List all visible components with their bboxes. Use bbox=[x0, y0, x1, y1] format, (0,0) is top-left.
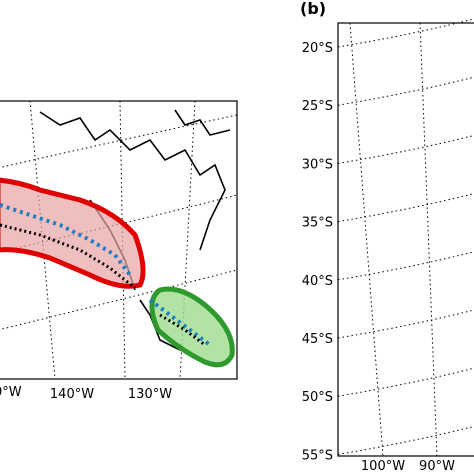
lon-label: 90°W bbox=[419, 459, 455, 474]
lat-label: 45°S bbox=[302, 332, 333, 347]
precip-dots bbox=[0, 203, 212, 347]
lon-label: 140°W bbox=[50, 387, 94, 402]
lat-label: 30°S bbox=[302, 157, 333, 172]
region-red bbox=[0, 177, 146, 289]
lat-label: 20°S bbox=[302, 41, 333, 56]
graticule bbox=[349, 22, 438, 457]
terrain-dots bbox=[0, 223, 206, 347]
region-green bbox=[149, 286, 235, 368]
left-map: 0°W 140°W 130°W bbox=[0, 100, 238, 402]
lon-label: 130°W bbox=[128, 387, 172, 402]
lon-label: 0°W bbox=[0, 385, 22, 400]
lat-label: 25°S bbox=[302, 99, 333, 114]
lat-label: 35°S bbox=[302, 216, 333, 231]
right-map: (b) 20°S 25°S 30°S 35°S 40°S 45°S 50°S 55°S 100… bbox=[300, 0, 474, 474]
lat-label: 40°S bbox=[302, 274, 333, 289]
panel-label: (b) bbox=[300, 0, 326, 18]
lon-label: 100°W bbox=[361, 459, 405, 474]
map-frame bbox=[337, 22, 474, 457]
lat-label: 55°S bbox=[302, 448, 333, 463]
lat-label: 50°S bbox=[302, 390, 333, 405]
